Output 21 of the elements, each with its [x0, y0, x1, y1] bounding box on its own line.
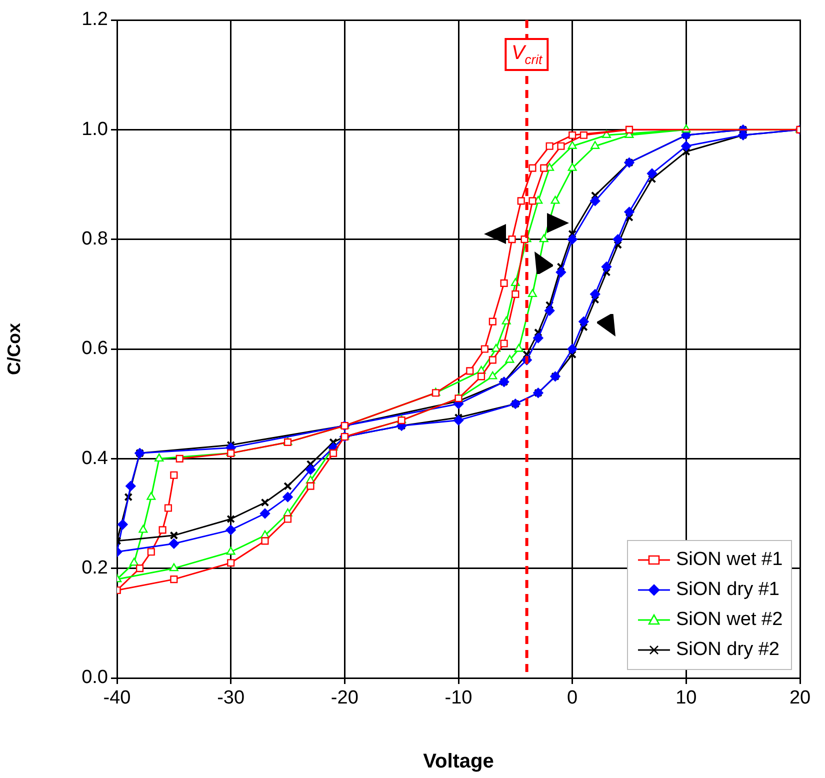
legend-label: SiON dry #2	[676, 638, 780, 662]
y-tick-label: 0.6	[82, 338, 108, 360]
y-tick-label: 0.2	[82, 558, 108, 579]
ref-line-label: V$_{crit}$	[504, 38, 550, 71]
x-tick-label: -30	[217, 688, 245, 709]
y-tick-label: 1.0	[82, 118, 108, 140]
y-tick-label: 1.2	[82, 9, 108, 30]
legend-label: SiON dry #1	[676, 578, 780, 602]
legend-label: SiON wet #1	[676, 548, 783, 572]
x-tick-label: -40	[103, 688, 131, 709]
legend-label: SiON wet #2	[676, 608, 783, 632]
x-axis-title: Voltage	[423, 750, 494, 773]
y-tick-label: 0.8	[82, 228, 108, 250]
y-axis-title: C/Cox	[4, 322, 24, 376]
x-tick-label: -10	[444, 688, 472, 709]
x-tick-label: 10	[676, 688, 697, 709]
x-tick-label: -20	[330, 688, 358, 709]
y-tick-label: 0.4	[82, 448, 108, 469]
x-tick-label: 20	[789, 688, 811, 709]
x-tick-label: 0	[567, 688, 578, 709]
y-tick-label: 0.0	[82, 667, 108, 688]
